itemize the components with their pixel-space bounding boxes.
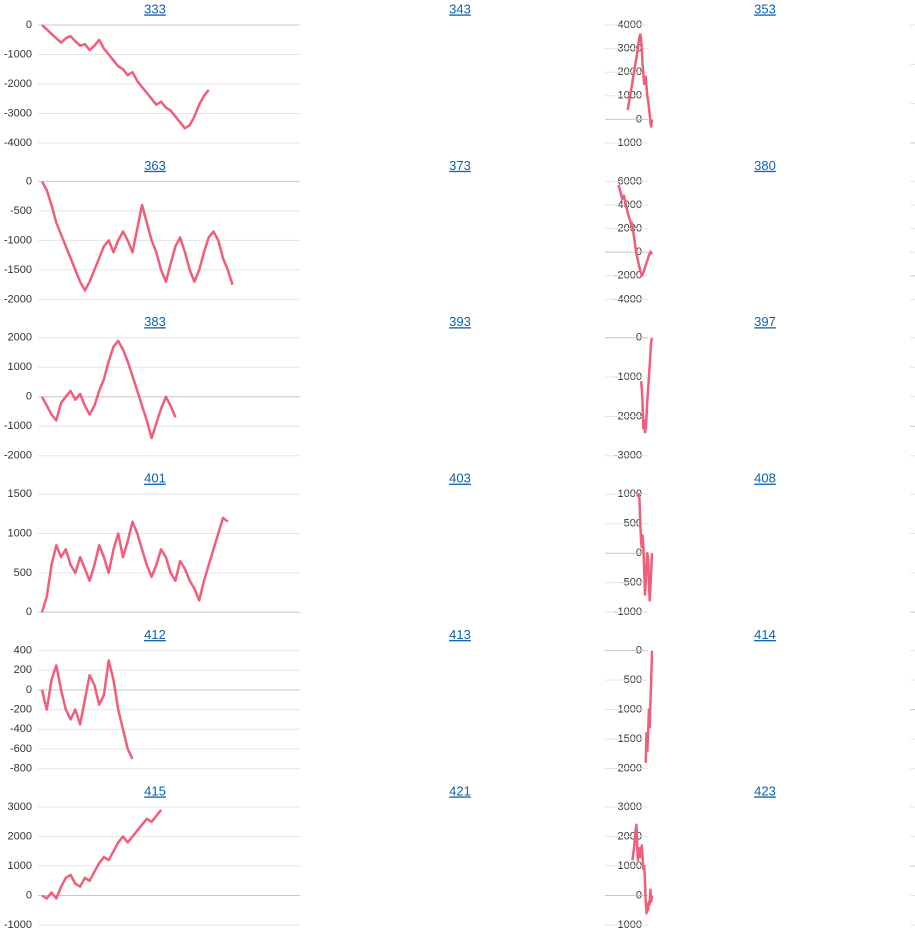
chart-title[interactable]: 393 (449, 314, 471, 329)
y-tick-label: -2000 (4, 293, 32, 305)
chart-title[interactable]: 383 (144, 314, 166, 329)
chart-title[interactable]: 412 (144, 627, 166, 642)
chart-title[interactable]: 373 (449, 158, 471, 173)
chart-title[interactable]: 397 (754, 314, 776, 329)
chart-title[interactable]: 380 (754, 158, 776, 173)
chart-title[interactable]: 333 (144, 1, 166, 16)
y-tick-label: 0 (26, 889, 32, 901)
y-tick-label: 1000 (8, 860, 32, 872)
y-tick-label: -1000 (4, 234, 32, 246)
series-line (40, 659, 134, 760)
y-tick-label: -1500 (4, 264, 32, 276)
chart-title[interactable]: 421 (449, 783, 471, 798)
y-tick-label: 0 (26, 606, 32, 618)
series-line (40, 516, 229, 613)
y-tick-label: -500 (10, 205, 32, 217)
y-tick-label: 200 (14, 664, 32, 676)
y-tick-label: 0 (26, 19, 32, 31)
series-line (644, 650, 654, 763)
chart-title[interactable]: 353 (754, 1, 776, 16)
y-tick-label: -1000 (4, 48, 32, 60)
chart-title[interactable]: 343 (449, 1, 471, 16)
series-line (40, 339, 177, 440)
y-tick-label: 2000 (8, 332, 32, 344)
y-tick-label: 500 (14, 567, 32, 579)
chart-title[interactable]: 423 (754, 783, 776, 798)
y-tick-label: -3000 (4, 107, 32, 119)
series-line (636, 492, 654, 602)
chart-title[interactable]: 401 (144, 471, 166, 486)
y-tick-label: 400 (14, 645, 32, 657)
chart-title[interactable]: 414 (754, 627, 776, 642)
series-line (40, 180, 234, 292)
chart-title[interactable]: 415 (144, 783, 166, 798)
y-tick-label: 0 (26, 391, 32, 403)
y-tick-label: 1000 (8, 361, 32, 373)
series-line (41, 809, 163, 900)
y-tick-label: -2000 (4, 450, 32, 462)
y-tick-label: 3000 (8, 801, 32, 813)
y-tick-label: -800 (10, 763, 32, 775)
series-line (617, 184, 654, 278)
y-tick-label: -400 (10, 723, 32, 735)
series-line (631, 823, 654, 915)
y-tick-label: -4000 (4, 137, 32, 149)
chart-title[interactable]: 403 (449, 471, 471, 486)
y-tick-label: 1000 (8, 527, 32, 539)
y-tick-label: 1500 (8, 488, 32, 500)
y-tick-label: -1000 (4, 919, 32, 931)
y-tick-label: -1000 (4, 420, 32, 432)
series-line (41, 24, 210, 130)
y-tick-label: -600 (10, 743, 32, 755)
y-tick-label: 2000 (8, 830, 32, 842)
y-tick-label: -200 (10, 704, 32, 716)
y-tick-label: 0 (26, 175, 32, 187)
chart-title[interactable]: 408 (754, 471, 776, 486)
series-line (626, 33, 654, 128)
chart-title[interactable]: 413 (449, 627, 471, 642)
series-line (639, 337, 654, 434)
chart-title[interactable]: 363 (144, 158, 166, 173)
y-tick-label: 0 (26, 684, 32, 696)
y-tick-label: -2000 (4, 78, 32, 90)
